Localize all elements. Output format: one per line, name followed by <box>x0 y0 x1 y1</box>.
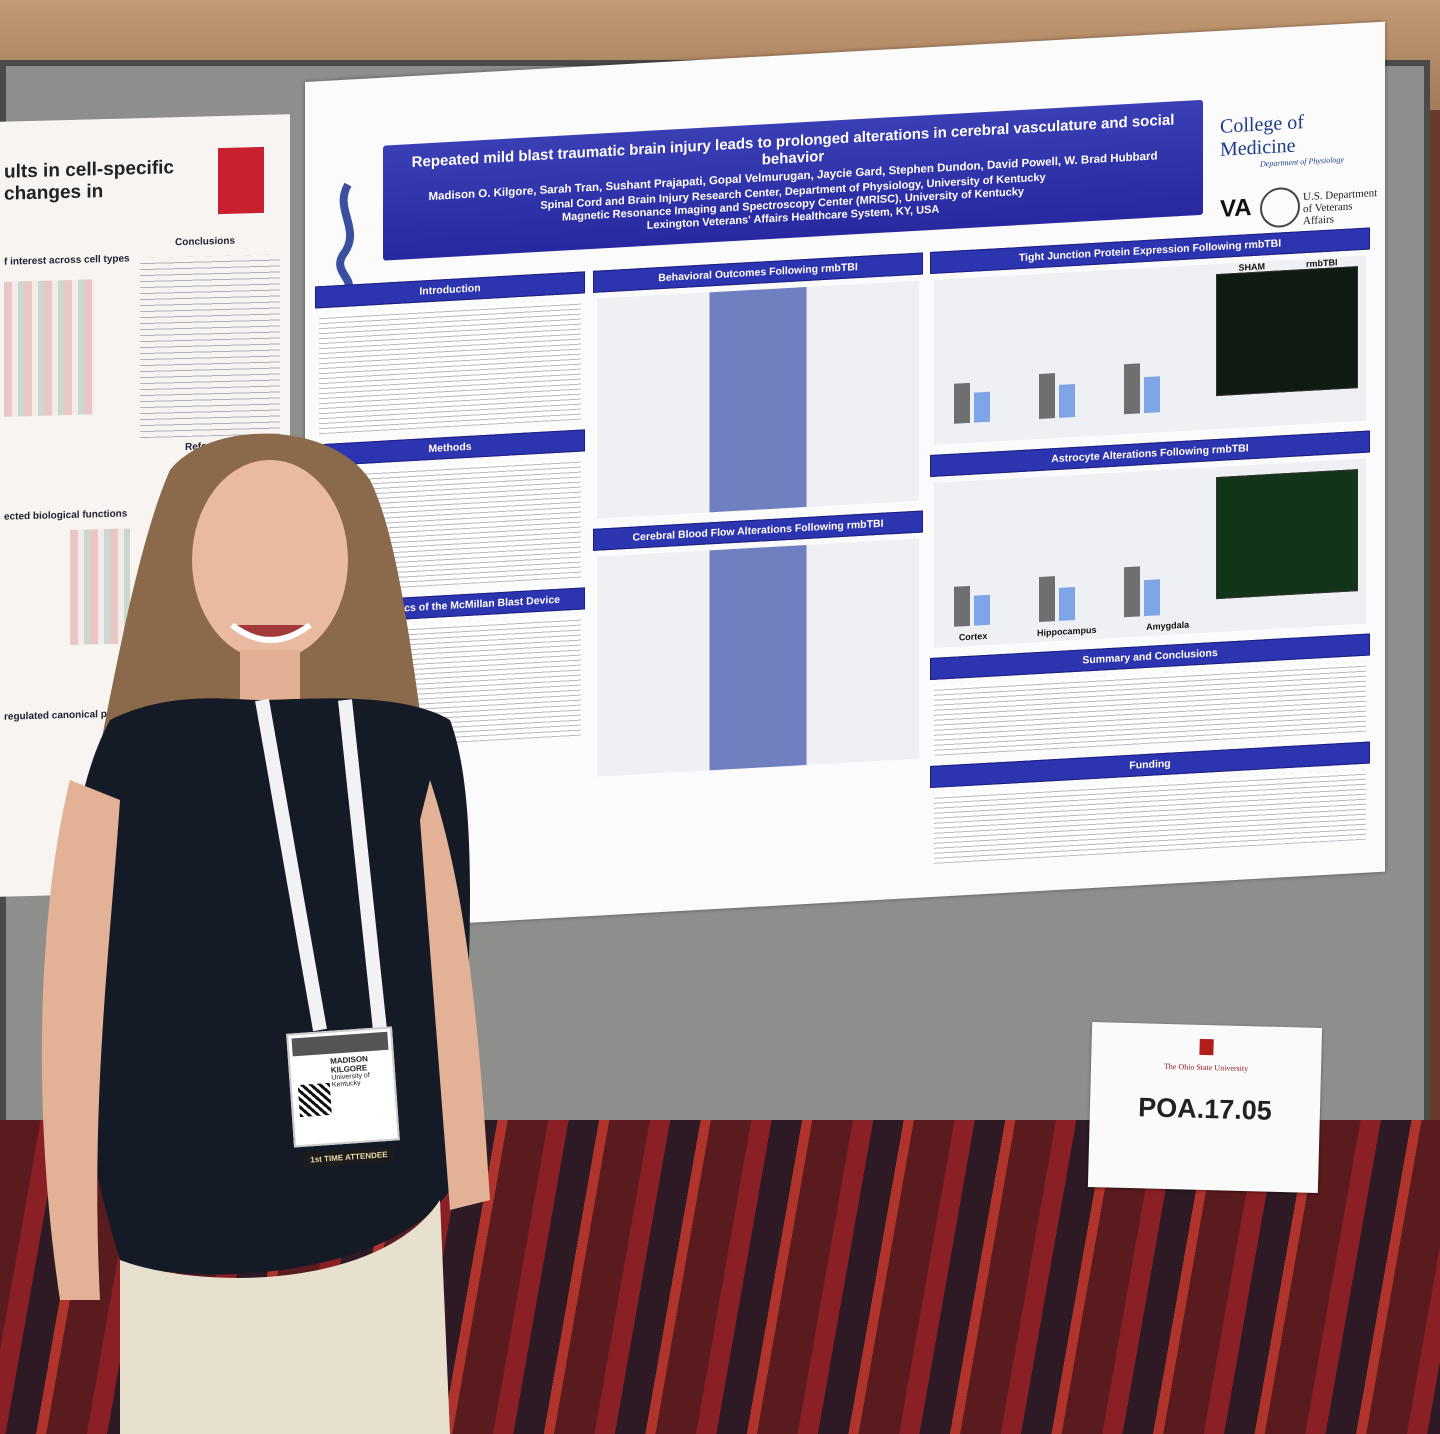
scobirc-logo <box>336 182 355 290</box>
lanyard <box>255 698 387 1032</box>
arm <box>420 780 490 1210</box>
main-poster: Repeated mild blast traumatic brain inju… <box>305 21 1385 932</box>
logo-shape <box>336 182 355 290</box>
face <box>192 460 348 660</box>
badge-affiliation: University of Kentucky <box>331 1072 371 1089</box>
pants <box>120 1200 450 1434</box>
arm <box>41 780 120 1300</box>
top <box>68 698 470 1275</box>
name-badge: MADISON KILGORE University of Kentucky 1… <box>286 1026 400 1168</box>
qr-code <box>297 1082 332 1118</box>
smile <box>230 622 312 643</box>
